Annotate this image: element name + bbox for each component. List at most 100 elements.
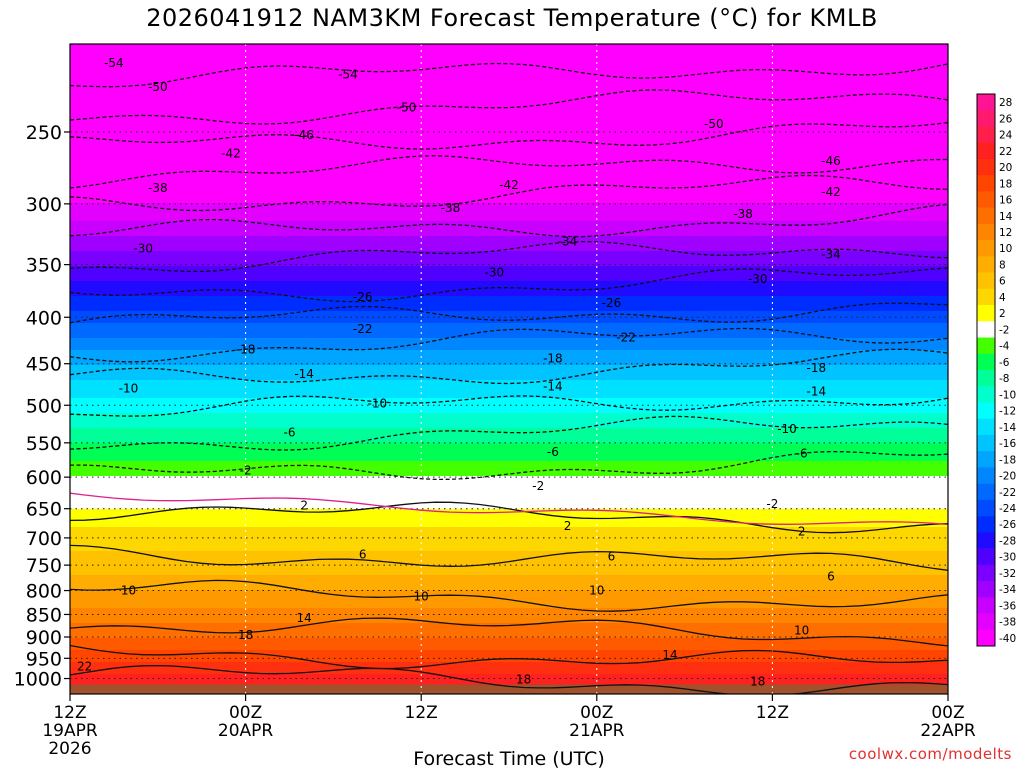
temperature-band (70, 563, 948, 567)
colorbar-swatch (977, 499, 995, 517)
colorbar-label: -10 (999, 389, 1016, 401)
x-tick-label: 12Z (53, 703, 86, 723)
temperature-band (70, 230, 948, 234)
temperature-band (70, 218, 948, 222)
colorbar-label: -40 (999, 633, 1016, 645)
temperature-band (70, 338, 948, 342)
temperature-band (70, 401, 948, 405)
temperature-band (70, 233, 948, 237)
temperature-band (70, 656, 948, 660)
temperature-band (70, 614, 948, 618)
colorbar-swatch (977, 548, 995, 566)
colorbar-swatch (977, 434, 995, 452)
temperature-band (70, 434, 948, 438)
contour-label: -10 (119, 381, 139, 395)
contour-label: -54 (338, 67, 358, 81)
contour-label: -14 (543, 380, 563, 394)
temperature-band (70, 146, 948, 150)
x-tick-label: 20APR (218, 721, 274, 741)
isotherm-contour (70, 579, 948, 612)
temperature-band (70, 176, 948, 180)
contour-label: 14 (296, 611, 311, 625)
temperature-band (70, 77, 948, 81)
temperature-band (70, 254, 948, 258)
temperature-band (70, 128, 948, 132)
y-axis: 2503003504004505005506006507007508008509… (14, 122, 70, 691)
temperature-band (70, 284, 948, 288)
temperature-band (70, 485, 948, 489)
temperature-band (70, 119, 948, 123)
temperature-band (70, 677, 948, 681)
contour-label: -10 (777, 422, 797, 436)
temperature-band (70, 605, 948, 609)
temperature-band (70, 185, 948, 189)
colorbar-label: -22 (999, 487, 1016, 499)
isotherm-contour (70, 121, 948, 150)
temperature-band (70, 455, 948, 459)
temperature-band (70, 152, 948, 156)
colorbar-label: -32 (999, 568, 1016, 580)
contour-lines (70, 62, 948, 694)
temperature-band (70, 377, 948, 381)
temperature-band (70, 395, 948, 399)
temperature-band (70, 197, 948, 201)
temperature-band (70, 617, 948, 621)
colorbar-swatch (977, 240, 995, 257)
temperature-band (70, 80, 948, 84)
colorbar-label: -20 (999, 471, 1016, 483)
temperature-band (70, 278, 948, 282)
contour-label: 10 (794, 623, 809, 637)
y-tick-label: 950 (26, 648, 62, 670)
temperature-band (70, 134, 948, 138)
y-tick-label: 650 (26, 499, 62, 521)
contour-label: -34 (821, 247, 841, 261)
temperature-band (70, 374, 948, 378)
temperature-band (70, 470, 948, 474)
temperature-band (70, 380, 948, 384)
y-tick-label: 750 (26, 555, 62, 577)
colorbar-swatch (977, 158, 995, 176)
contour-label: 10 (121, 584, 136, 598)
y-tick-label: 400 (26, 307, 62, 329)
temperature-band (70, 317, 948, 321)
temperature-band (70, 638, 948, 642)
temperature-band (70, 341, 948, 345)
temperature-band (70, 155, 948, 159)
contour-label: -42 (821, 185, 841, 199)
x-tick-label: 12Z (756, 703, 789, 723)
temperature-band (70, 440, 948, 444)
colorbar-swatch (977, 418, 995, 436)
contour-label: -50 (148, 80, 168, 94)
temperature-band (70, 248, 948, 252)
temperature-band (70, 257, 948, 261)
temperature-band (70, 497, 948, 501)
colorbar-label: -14 (999, 422, 1016, 434)
contour-label: -54 (104, 56, 124, 70)
temperature-band (70, 365, 948, 369)
isotherm-contour (70, 203, 948, 238)
temperature-band (70, 425, 948, 429)
temperature-band (70, 47, 948, 51)
temperature-band (70, 602, 948, 606)
y-tick-label: 550 (26, 433, 62, 455)
colorbar-label: 4 (999, 292, 1006, 304)
colorbar-label: -34 (999, 584, 1016, 596)
isotherm-contour (70, 327, 948, 363)
y-tick-label: 300 (26, 194, 62, 216)
contour-label: -14 (806, 385, 826, 399)
y-tick-label: 250 (26, 122, 62, 144)
isotherm-contour (70, 415, 948, 451)
contour-label: -18 (543, 351, 563, 365)
colorbar-swatch (977, 305, 995, 322)
temperature-band (70, 281, 948, 285)
temperature-band (70, 353, 948, 357)
temperature-band (70, 389, 948, 393)
temperature-band (70, 548, 948, 552)
contour-label: -6 (284, 426, 296, 440)
temperature-band (70, 107, 948, 111)
contour-label: -38 (733, 207, 753, 221)
temperature-band (70, 263, 948, 267)
temperature-band (70, 272, 948, 276)
grid-lines (69, 44, 949, 694)
